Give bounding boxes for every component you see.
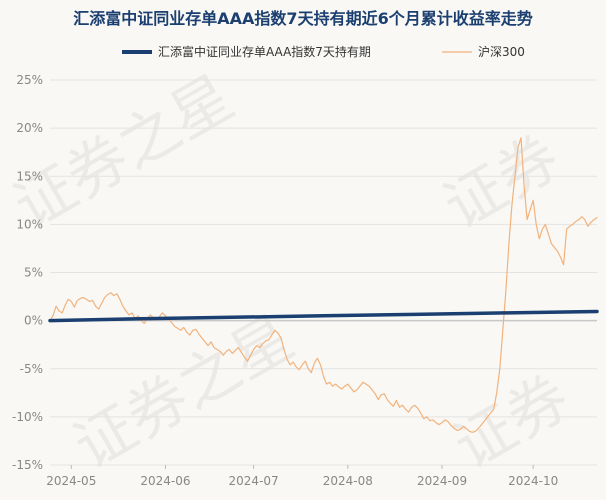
series-line-hs300	[49, 137, 598, 433]
y-axis: 25% 20% 15% 10% 5% 0% -5% -10% -15%	[12, 73, 43, 472]
chart-title: 汇添富中证同业存单AAA指数7天持有期近6个月累计收益率走势	[73, 9, 532, 28]
y-tick-label: 0%	[24, 314, 43, 328]
x-tick-label: 2024-09	[417, 474, 467, 488]
legend-label-fund: 汇添富中证同业存单AAA指数7天持有期	[158, 44, 371, 59]
x-tick-label: 2024-10	[508, 474, 558, 488]
y-tick-label: 10%	[16, 217, 43, 231]
y-tick-label: 20%	[16, 121, 43, 135]
y-tick-label: 5%	[24, 266, 43, 280]
y-tick-label: 25%	[16, 73, 43, 87]
x-tick-label: 2024-08	[323, 474, 373, 488]
series-layer	[48, 137, 599, 433]
y-tick-label: -10%	[12, 410, 43, 424]
y-tick-label: -5%	[20, 362, 43, 376]
y-tick-label: -15%	[12, 458, 43, 472]
y-tick-label: 15%	[16, 169, 43, 183]
legend-label-hs300: 沪深300	[478, 45, 525, 59]
grid	[50, 79, 597, 466]
legend: 汇添富中证同业存单AAA指数7天持有期 沪深300	[122, 44, 525, 59]
x-tick-label: 2024-05	[46, 474, 96, 488]
x-tick-label: 2024-07	[229, 474, 279, 488]
x-axis: 2024-05 2024-06 2024-07 2024-08 2024-09 2024-…	[46, 465, 558, 488]
x-tick-label: 2024-06	[140, 474, 190, 488]
series-line-fund	[48, 309, 599, 323]
